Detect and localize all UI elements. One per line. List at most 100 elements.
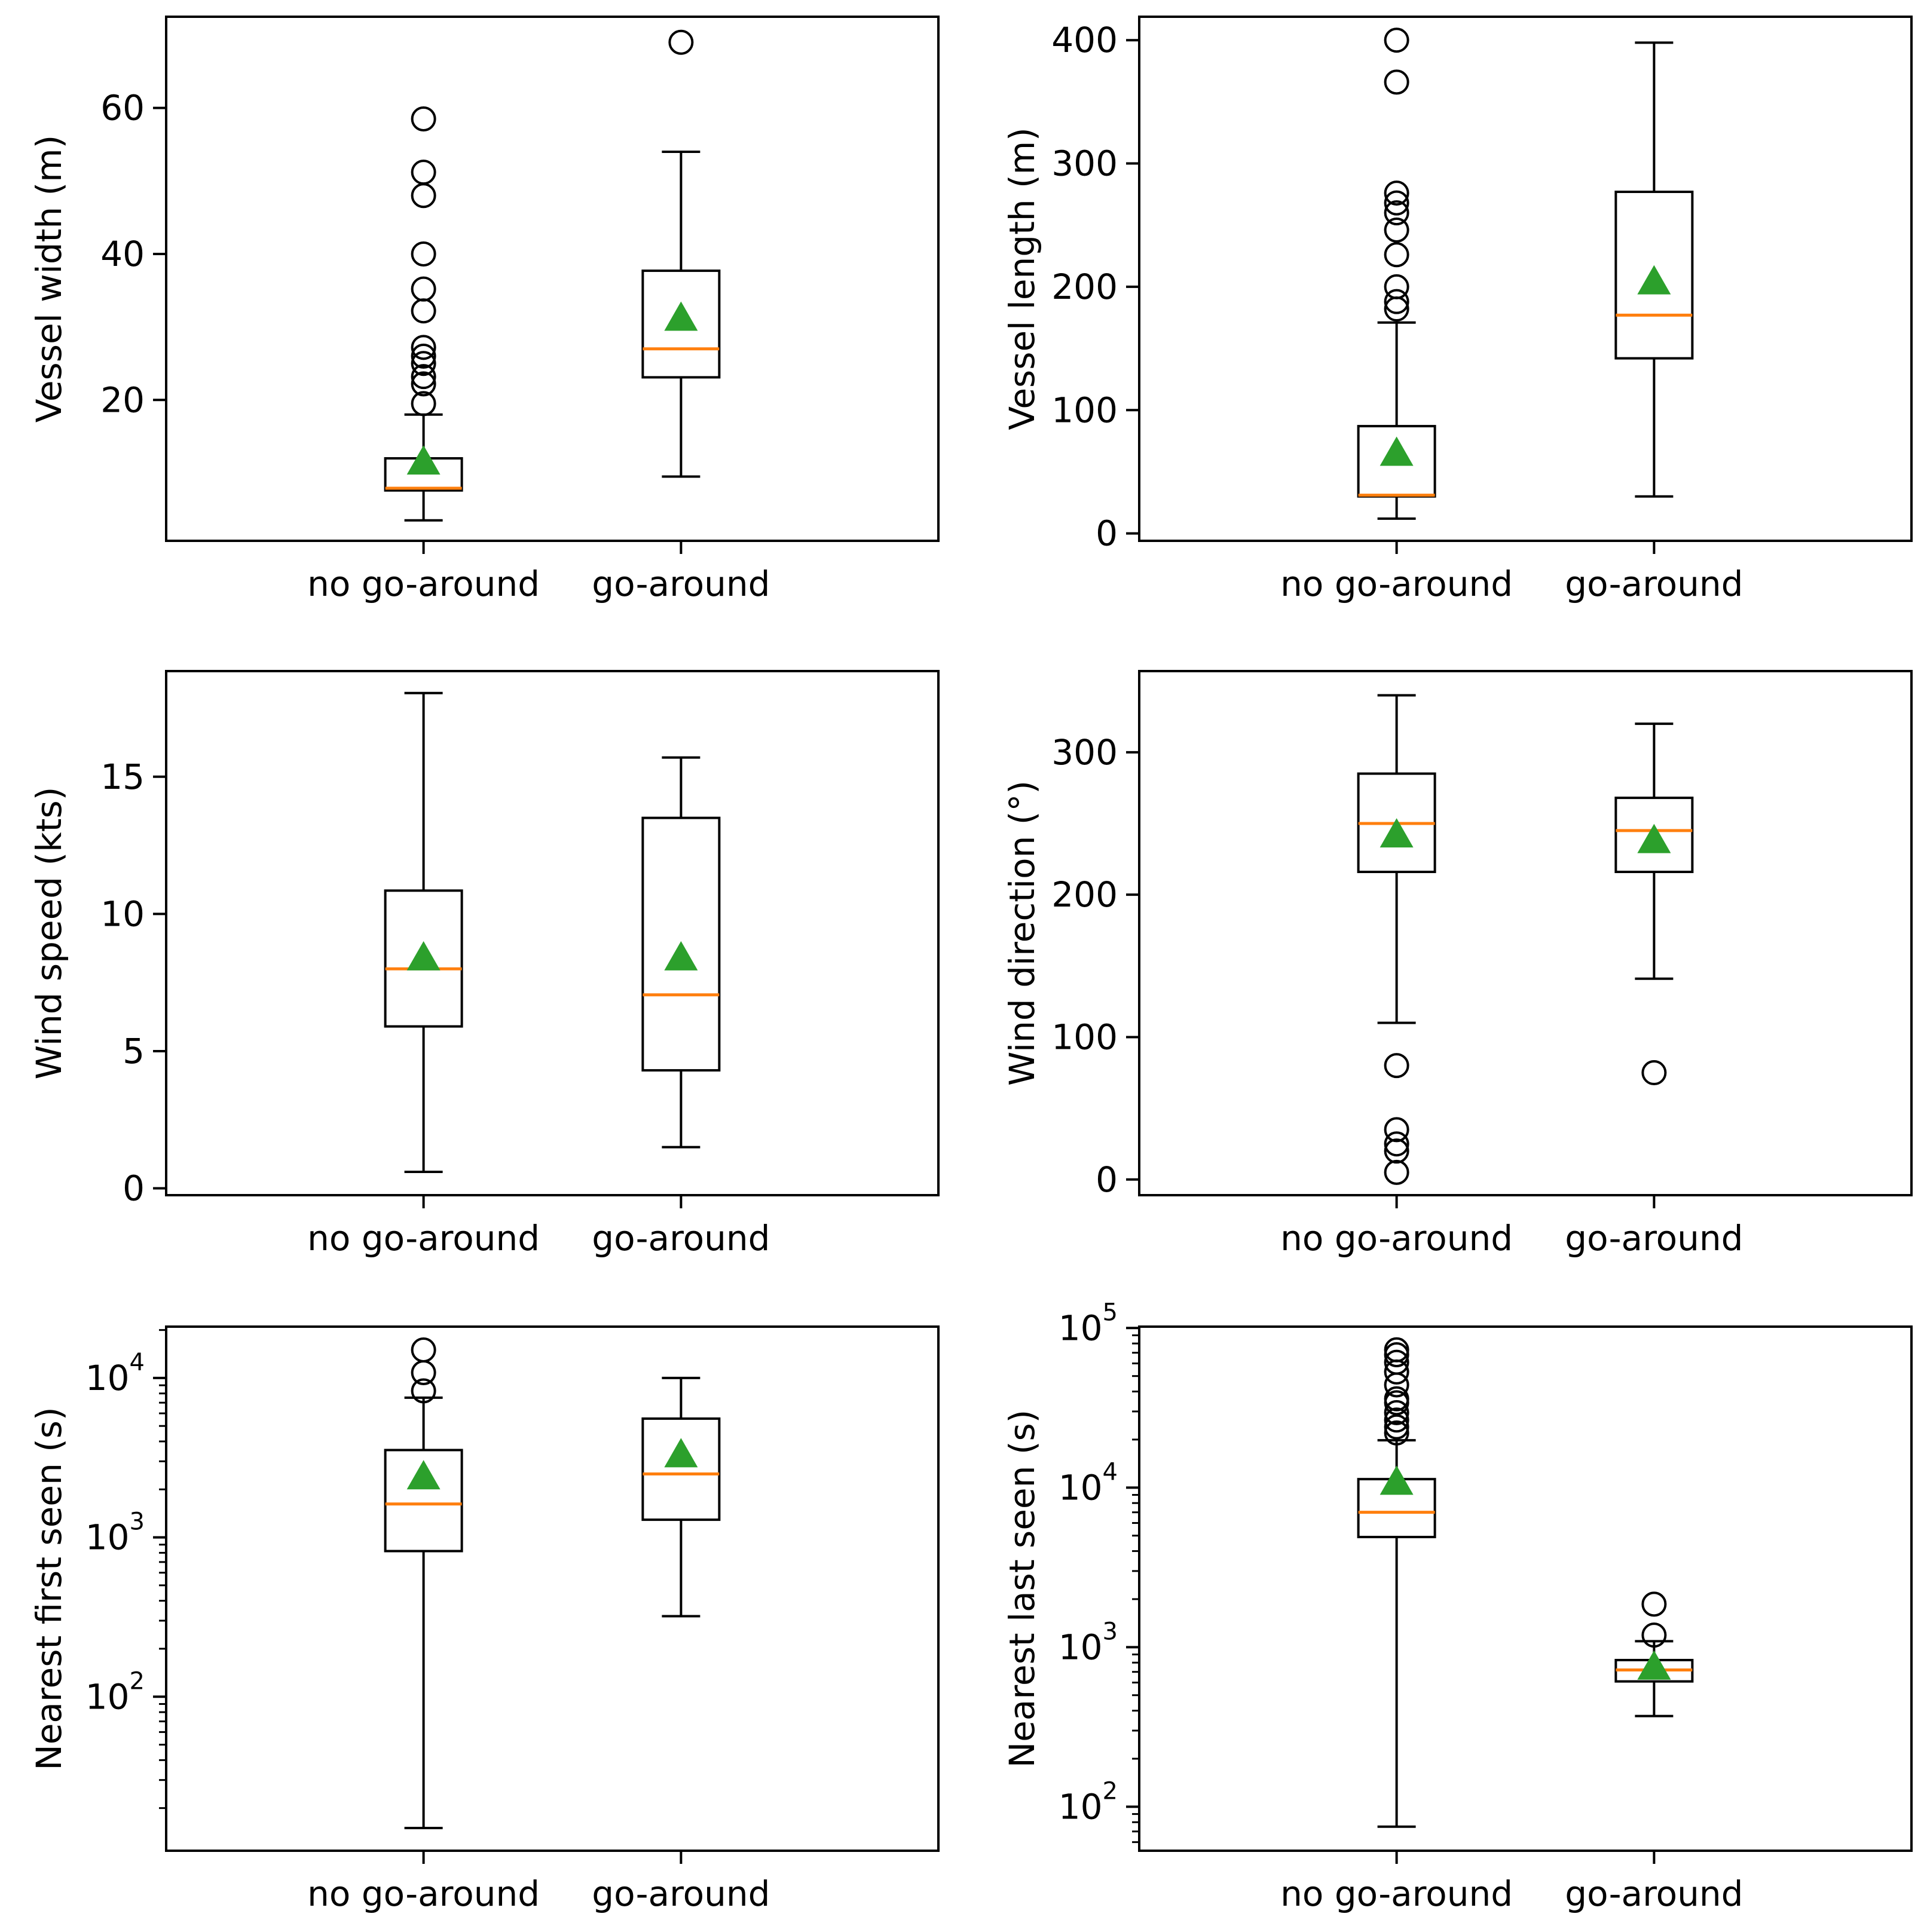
box-no-go-around <box>1357 27 1436 520</box>
x-tick-label: go-around <box>1565 1218 1743 1259</box>
outlier-point <box>411 391 436 417</box>
outlier-point <box>1384 1159 1409 1185</box>
mean-marker <box>406 1460 441 1490</box>
y-tick-label: 100 <box>1051 1016 1118 1057</box>
outlier-point <box>1384 180 1409 206</box>
axes-frame <box>165 1325 940 1852</box>
y-tick-label: 300 <box>1051 143 1118 184</box>
box-no-go-around <box>384 106 463 522</box>
y-tick-label: 10 <box>100 893 145 934</box>
outlier-point <box>411 276 436 302</box>
iqr-box <box>384 889 463 1028</box>
outlier-point <box>1384 289 1409 314</box>
mean-marker <box>664 301 698 331</box>
axes-frame <box>1138 1325 1913 1852</box>
y-axis-label: Vessel length (m) <box>1002 127 1042 430</box>
outlier-point <box>1384 1414 1409 1440</box>
mean-marker <box>406 445 441 475</box>
axes-frame <box>165 670 940 1196</box>
y-tick-label: 5 <box>123 1031 145 1071</box>
outlier-point <box>411 371 436 397</box>
y-tick-label: 103 <box>85 1508 145 1558</box>
y-tick-label: 102 <box>1059 1777 1118 1827</box>
y-tick-label: 200 <box>1051 267 1118 307</box>
outlier-point <box>1384 1117 1409 1143</box>
y-tick-label: 0 <box>1096 513 1118 554</box>
outlier-point <box>1384 190 1409 216</box>
y-tick-label: 0 <box>123 1168 145 1209</box>
outlier-point <box>1384 1420 1409 1446</box>
y-tick-label: 20 <box>100 379 145 420</box>
outlier-point <box>411 343 436 369</box>
x-tick-label: go-around <box>1565 1873 1743 1914</box>
y-tick-label: 104 <box>85 1349 145 1398</box>
box-no-go-around <box>1357 1337 1436 1828</box>
outlier-point <box>1384 1138 1409 1164</box>
x-tick-label: go-around <box>592 1873 770 1914</box>
y-tick-label: 102 <box>85 1667 145 1717</box>
mean-marker <box>1637 823 1671 853</box>
x-tick-label: no go-around <box>1280 564 1513 604</box>
subplot-2: 0 100 200 300 400 Vessel length (m) no go-arou… <box>1002 16 1913 604</box>
x-tick-label: no go-around <box>307 1873 540 1914</box>
subplot-6: 102 103 104 105 Nearest last seen (s) no go-a… <box>1002 1299 1913 1914</box>
y-tick-label: 103 <box>1059 1618 1118 1667</box>
box-go-around <box>641 756 721 1149</box>
outlier-point <box>1384 217 1409 243</box>
outlier-point <box>1384 27 1409 53</box>
y-tick-label: 300 <box>1051 732 1118 773</box>
x-tick-label: no go-around <box>1280 1873 1513 1914</box>
outlier-point <box>411 1378 436 1404</box>
box-no-go-around <box>1357 694 1436 1185</box>
x-tick-label: go-around <box>592 1218 770 1259</box>
outlier-point <box>1384 1400 1409 1425</box>
y-axis-label: Nearest last seen (s) <box>1002 1410 1042 1768</box>
mean-marker <box>1637 265 1671 295</box>
outlier-point <box>411 183 436 209</box>
x-tick-label: no go-around <box>307 1218 540 1259</box>
x-tick-label: go-around <box>1565 564 1743 604</box>
x-tick-label: no go-around <box>1280 1218 1513 1259</box>
subplot-1: 20 40 60 Vessel width (m) no go-around go-aro… <box>29 16 940 604</box>
subplot-3: 0 5 10 15 Wind speed (kts) no go-around go-aro… <box>29 670 940 1259</box>
box-go-around <box>1614 1591 1694 1717</box>
y-tick-label: 200 <box>1051 874 1118 915</box>
outlier-point <box>1384 69 1409 95</box>
iqr-box <box>641 1417 721 1521</box>
iqr-box <box>384 1449 463 1553</box>
box-no-go-around <box>384 1337 463 1829</box>
outlier-point <box>411 160 436 185</box>
y-tick-label: 104 <box>1059 1458 1118 1508</box>
mean-marker <box>1380 1465 1414 1495</box>
iqr-box <box>641 270 721 379</box>
outlier-point <box>411 364 436 390</box>
outlier-point <box>411 335 436 360</box>
y-tick-label: 15 <box>100 757 145 797</box>
y-tick-label: 0 <box>1096 1159 1118 1200</box>
mean-marker <box>1380 818 1414 848</box>
outlier-point <box>411 351 436 376</box>
y-tick-label: 40 <box>100 234 145 274</box>
outlier-point <box>1384 1131 1409 1157</box>
outlier-point <box>1384 1337 1409 1362</box>
axes-frame <box>1138 670 1913 1196</box>
box-go-around <box>641 1376 721 1618</box>
outlier-point <box>1641 1060 1667 1086</box>
subplot-5: 102 103 104 Nearest first seen (s) no go-aro… <box>29 1325 940 1914</box>
iqr-box <box>641 816 721 1072</box>
outlier-point <box>1384 1386 1409 1412</box>
iqr-box <box>1614 191 1694 360</box>
y-tick-label: 105 <box>1059 1299 1118 1348</box>
mean-marker <box>406 941 441 970</box>
outlier-point <box>1384 200 1409 226</box>
y-axis-label: Wind direction (°) <box>1002 780 1042 1086</box>
outlier-point <box>1384 242 1409 268</box>
outlier-point <box>1384 296 1409 322</box>
y-tick-label: 60 <box>100 88 145 128</box>
mean-marker <box>664 1438 698 1468</box>
y-tick-label: 100 <box>1051 390 1118 430</box>
axes-frame <box>165 16 940 542</box>
outlier-point <box>411 106 436 132</box>
